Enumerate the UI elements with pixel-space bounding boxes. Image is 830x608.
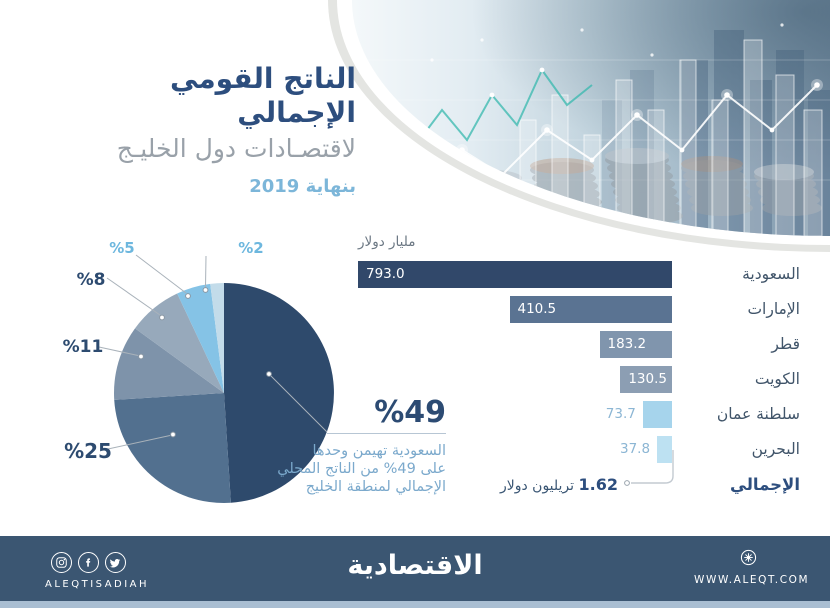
bar-row: 183.2 قطر <box>358 331 803 358</box>
annotation-line: السعودية تهيمن وحدها <box>312 443 446 459</box>
bar: 183.2 <box>599 331 672 358</box>
bar-row: 410.5 الإمارات <box>358 296 803 323</box>
bar: 793.0 <box>358 261 672 288</box>
annotation-line: على 49% من الناتج المحلي <box>277 461 446 478</box>
facebook-icon[interactable] <box>77 552 99 573</box>
total-value-number: 1.62 <box>578 475 618 494</box>
glow-dots <box>430 23 823 178</box>
bar-value: 410.5 <box>517 301 557 317</box>
bar-label: البحرين <box>751 440 800 458</box>
pie-label-25pct: %25 <box>64 439 112 463</box>
footer-social-block: ALEQTISADIAH <box>45 552 150 590</box>
website-url[interactable]: WWW.ALEQT.COM <box>694 574 810 586</box>
bar-row: 793.0 السعودية <box>358 261 803 288</box>
total-label: الإجمالي <box>730 475 800 494</box>
pie-slice <box>210 283 224 393</box>
bar-row: 130.5 الكويت <box>358 366 803 393</box>
bar-label: الإمارات <box>747 300 800 318</box>
pie-label-11pct: %11 <box>63 337 104 357</box>
pie-label-2pct: %2 <box>238 239 263 257</box>
total-value-unit: تريليون دولار <box>499 478 575 494</box>
total-row: الإجمالي 1.62 تريليون دولار <box>358 471 803 498</box>
social-handle: ALEQTISADIAH <box>45 579 150 590</box>
callout-divider <box>327 433 446 434</box>
twitter-icon[interactable] <box>104 552 126 573</box>
page-subtitle: لاقتصـادات دول الخليـج <box>116 134 356 164</box>
bar-label: سلطنة عمان <box>716 405 800 423</box>
bar-value: 130.5 <box>628 371 667 387</box>
bar-value: 73.7 <box>605 406 636 422</box>
bar-label: السعودية <box>742 265 800 283</box>
pie-label-5pct: %5 <box>109 239 134 257</box>
page-date: بنهاية 2019 <box>249 176 356 198</box>
footer-bar: ALEQTISADIAH الاقتصادية WWW.ALEQT.COM <box>0 536 830 608</box>
pie-percent-labels: %2 %5 %8 %11 %25 <box>63 239 264 463</box>
callout-annotation: السعودية تهيمن وحدها على 49% من الناتج ا… <box>250 442 446 496</box>
bar-row: 73.7 سلطنة عمان <box>358 401 803 428</box>
callout-percentage: %49 <box>374 395 446 430</box>
hero-image <box>352 0 830 236</box>
teal-trend-line <box>411 68 593 151</box>
bar-value: 793.0 <box>366 266 405 282</box>
footer-website-block: WWW.ALEQT.COM <box>694 549 810 586</box>
bar: 130.5 <box>620 366 672 393</box>
instagram-icon[interactable] <box>50 552 72 573</box>
pie-slice <box>177 283 224 393</box>
annotation-line: الإجمالي لمنطقة الخليج <box>305 479 446 496</box>
pie-slice <box>114 328 224 400</box>
bar-value: 183.2 <box>607 336 647 352</box>
pie-slice <box>114 393 231 503</box>
page-title: الناتج القومي الإجمالي <box>170 62 356 129</box>
bar-chart: الإجمالي 1.62 تريليون دولار 793.0 السعودي… <box>358 261 803 511</box>
bar: 410.5 <box>509 296 672 323</box>
pie-label-8pct: %8 <box>77 270 106 290</box>
bar-chart-unit-label: مليار دولار <box>358 234 416 250</box>
hero-illustration <box>352 0 830 236</box>
title-block: الناتج القومي الإجمالي لاقتصـادات دول ال… <box>58 62 356 197</box>
bar-row: 37.8 البحرين <box>358 436 803 463</box>
bar-value: 37.8 <box>619 441 651 457</box>
pie-slice <box>135 293 224 393</box>
bar <box>657 436 672 463</box>
brand-logo: الاقتصادية <box>347 550 483 581</box>
globe-icon <box>740 549 756 566</box>
social-icons <box>45 552 131 573</box>
bar <box>642 401 672 428</box>
bar-label: الكويت <box>754 370 800 388</box>
total-connector-line <box>624 450 674 486</box>
bar-label: قطر <box>771 335 800 353</box>
total-value: 1.62 تريليون دولار <box>500 471 618 500</box>
pie-callout: %49 السعودية تهيمن وحدها على 49% من النا… <box>250 396 446 496</box>
